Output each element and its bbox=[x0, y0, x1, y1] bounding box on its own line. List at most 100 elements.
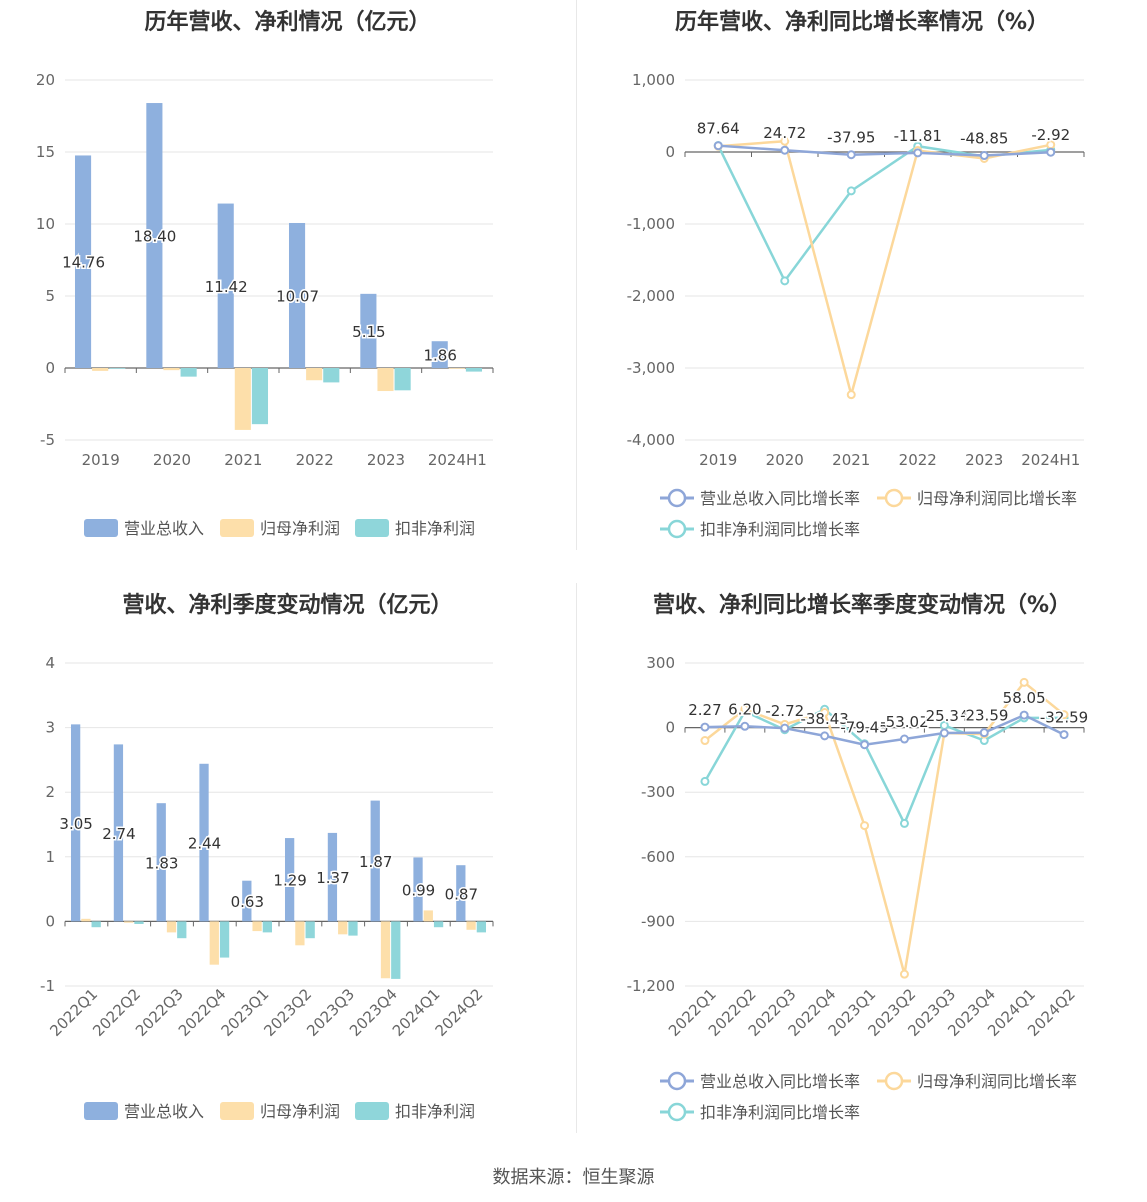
series-line bbox=[704, 713, 1065, 746]
chart-title: 营收、净利季度变动情况（亿元） bbox=[122, 593, 453, 618]
data-label: -11.81 bbox=[894, 127, 942, 145]
bar bbox=[476, 921, 487, 933]
bar bbox=[163, 368, 180, 371]
y-tick-label: -900 bbox=[641, 912, 675, 930]
bar bbox=[431, 341, 448, 368]
data-source: 数据来源：恒生聚源 bbox=[492, 1167, 655, 1188]
bar bbox=[360, 293, 377, 368]
data-point bbox=[1019, 710, 1029, 720]
chart-title: 历年营收、净利同比增长率情况（%） bbox=[674, 10, 1050, 35]
legend-label: 扣非净利润同比增长率 bbox=[700, 520, 860, 539]
data-label: 87.64 bbox=[697, 120, 740, 138]
data-label: 14.76 bbox=[62, 254, 105, 272]
series-line bbox=[703, 707, 1065, 827]
panel-divider bbox=[576, 583, 577, 1133]
y-tick-label: -300 bbox=[641, 783, 675, 801]
data-label: 1.37 bbox=[316, 869, 349, 887]
data-label: 58.05 bbox=[1003, 689, 1046, 707]
legend-label: 归母净利润同比增长率 bbox=[917, 1072, 1077, 1091]
bar bbox=[252, 921, 262, 932]
data-point bbox=[1019, 677, 1029, 687]
bar bbox=[262, 921, 273, 933]
data-point bbox=[780, 276, 790, 286]
x-tick-label: 2023 bbox=[367, 451, 405, 469]
data-label: -2.92 bbox=[1031, 126, 1070, 144]
y-tick-label: 300 bbox=[646, 654, 675, 672]
data-label: 24.72 bbox=[763, 124, 806, 142]
bar bbox=[370, 800, 380, 922]
data-label: 1.86 bbox=[424, 347, 457, 365]
data-point bbox=[846, 150, 856, 160]
data-label: 11.42 bbox=[205, 278, 248, 296]
data-label: 6.20 bbox=[728, 700, 761, 718]
y-tick-label: -4,000 bbox=[627, 431, 675, 449]
y-tick-label: 0 bbox=[665, 143, 675, 161]
data-label: 1.87 bbox=[359, 853, 392, 871]
bar bbox=[327, 832, 338, 922]
data-point bbox=[820, 731, 830, 741]
y-tick-label: 20 bbox=[36, 71, 55, 89]
data-point bbox=[1046, 147, 1056, 157]
bar bbox=[466, 921, 476, 930]
bar bbox=[251, 368, 269, 425]
y-tick-label: 2 bbox=[45, 783, 55, 801]
legend-marker bbox=[884, 1071, 904, 1091]
legend-marker bbox=[667, 1071, 687, 1091]
data-label: -37.95 bbox=[827, 129, 875, 147]
y-tick-label: 3 bbox=[45, 719, 55, 737]
data-point bbox=[700, 736, 710, 746]
annual-growth-panel: 历年营收、净利同比增长率情况（%） 1,000 0 -1,000 -2,000 -3,0… bbox=[577, 0, 1147, 560]
quarter-growth-panel: 营收、净利同比增长率季度变动情况（%） 300 0 -300 -600 -900 -1,2… bbox=[577, 583, 1147, 1143]
data-label: 3.05 bbox=[59, 815, 92, 833]
legend-label: 归母净利润 bbox=[260, 519, 340, 538]
x-tick-label: 2020 bbox=[766, 451, 804, 469]
data-point bbox=[939, 728, 949, 738]
bar bbox=[305, 921, 315, 939]
data-point bbox=[899, 969, 909, 979]
x-tick-label: 2020 bbox=[153, 451, 191, 469]
data-point bbox=[1059, 730, 1069, 740]
data-label: 1.83 bbox=[145, 854, 178, 872]
data-point bbox=[979, 151, 989, 161]
chart-title: 历年营收、净利情况（亿元） bbox=[144, 10, 431, 35]
legend-marker bbox=[667, 519, 687, 539]
data-label: 10.07 bbox=[276, 287, 319, 305]
annual-amount-chart: 20 15 10 5 0 -5 2019 2020 2021 2022 2023 2024H1 14.7… bbox=[36, 71, 494, 538]
bar bbox=[380, 921, 391, 979]
bar bbox=[394, 368, 411, 391]
bar bbox=[242, 880, 252, 922]
data-label: 0.99 bbox=[402, 881, 435, 899]
data-point bbox=[913, 148, 923, 158]
bar bbox=[81, 918, 91, 922]
bar bbox=[377, 368, 394, 392]
data-point bbox=[899, 818, 909, 828]
x-tick-label: 2019 bbox=[699, 451, 737, 469]
legend-label: 营业总收入 bbox=[124, 1102, 204, 1121]
data-point bbox=[740, 721, 750, 731]
y-tick-label: 0 bbox=[45, 912, 55, 930]
data-point bbox=[700, 776, 710, 786]
data-point bbox=[780, 136, 790, 146]
quarter-growth-chart: 3000-300-600-900-1,2002022Q12022Q22022Q3… bbox=[627, 654, 1090, 1122]
bar bbox=[448, 368, 465, 369]
bar bbox=[199, 763, 209, 922]
bar bbox=[306, 368, 323, 381]
y-tick-label: 0 bbox=[45, 359, 55, 377]
y-tick-label: 15 bbox=[36, 143, 55, 161]
data-label: 18.40 bbox=[133, 228, 176, 246]
data-label: -53.02 bbox=[880, 713, 928, 731]
data-label: 0.63 bbox=[231, 893, 264, 911]
y-tick-label: -1,000 bbox=[627, 215, 675, 233]
x-tick-label: 2019 bbox=[82, 451, 120, 469]
y-tick-label: 1,000 bbox=[632, 71, 675, 89]
quarter-amount-chart: 43210-12022Q12022Q22022Q32022Q42023Q1202… bbox=[40, 654, 494, 1121]
bar bbox=[284, 838, 295, 922]
x-tick-label: 2024H1 bbox=[428, 451, 487, 469]
series-line bbox=[704, 680, 1065, 975]
data-point bbox=[860, 821, 870, 831]
x-tick-label: 2023 bbox=[965, 451, 1003, 469]
bar bbox=[91, 921, 101, 928]
data-point bbox=[899, 734, 909, 744]
data-label: 1.29 bbox=[273, 872, 306, 890]
bar bbox=[423, 910, 433, 922]
